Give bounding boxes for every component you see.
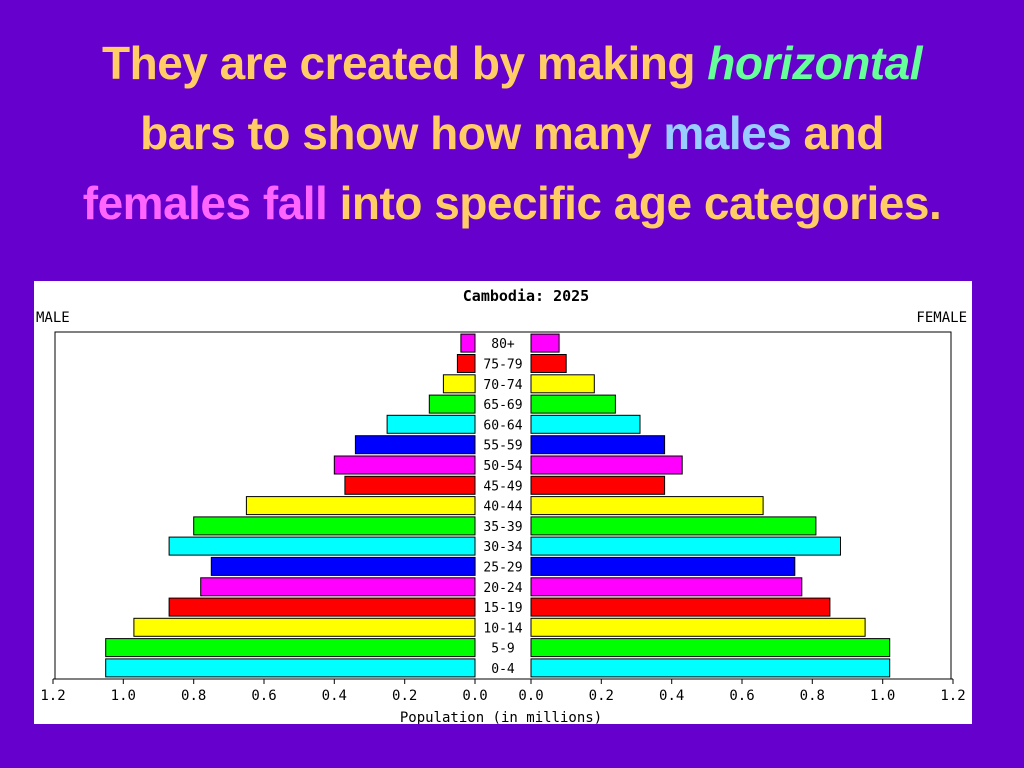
title-text-3: and <box>791 107 885 159</box>
age-label-55-59: 55-59 <box>483 439 522 454</box>
plot-frame <box>54 331 952 680</box>
male-bar-70-74 <box>442 374 476 394</box>
title-text-4: into specific age categories. <box>327 177 942 229</box>
female-bar-80+ <box>530 333 560 353</box>
male-bar-20-24 <box>200 577 476 597</box>
female-bar-65-69 <box>530 394 616 414</box>
pyramid-svg: Cambodia: 2025 MALE FEMALE Population (i… <box>36 287 967 724</box>
female-bar-55-59 <box>530 435 666 455</box>
female-label: FEMALE <box>916 310 967 326</box>
age-label-35-39: 35-39 <box>483 520 522 535</box>
age-label-0-4: 0-4 <box>491 662 515 677</box>
age-label-5-9: 5-9 <box>491 642 514 657</box>
female-bar-25-29 <box>530 556 796 576</box>
chart-title: Cambodia: 2025 <box>463 287 589 305</box>
male-bar-0-4 <box>105 658 476 678</box>
male-bar-40-44 <box>245 496 476 516</box>
male-bar-10-14 <box>133 617 476 637</box>
age-label-10-14: 10-14 <box>483 621 522 636</box>
male-label: MALE <box>36 310 70 326</box>
female-bar-60-64 <box>530 414 641 434</box>
age-label-60-64: 60-64 <box>483 418 522 433</box>
female-bar-50-54 <box>530 455 683 475</box>
age-label-65-69: 65-69 <box>483 398 522 413</box>
female-bar-70-74 <box>530 374 595 394</box>
x-tick-label: 1.2 <box>40 688 65 704</box>
x-tick-label: 0.0 <box>462 688 487 704</box>
male-bar-5-9 <box>105 638 476 658</box>
male-bar-25-29 <box>210 556 476 576</box>
age-label-45-49: 45-49 <box>483 479 522 494</box>
x-tick-label: 0.6 <box>251 688 276 704</box>
male-bar-55-59 <box>354 435 476 455</box>
male-bar-80+ <box>460 333 476 353</box>
age-label-70-74: 70-74 <box>483 378 522 393</box>
x-tick-label: 1.0 <box>870 688 895 704</box>
male-bar-15-19 <box>168 597 476 617</box>
female-bar-30-34 <box>530 536 841 556</box>
male-bar-65-69 <box>428 394 476 414</box>
male-bar-45-49 <box>344 475 476 495</box>
title-word-males: males <box>663 107 792 159</box>
female-bar-15-19 <box>530 597 831 617</box>
age-label-80+: 80+ <box>491 337 515 352</box>
age-label-50-54: 50-54 <box>483 459 522 474</box>
female-bar-5-9 <box>530 638 891 658</box>
slide-title: They are created by making horizontal ba… <box>0 28 1024 238</box>
age-label-30-34: 30-34 <box>483 540 522 555</box>
x-tick-label: 0.8 <box>181 688 206 704</box>
title-text-2: bars to show how many <box>140 107 664 159</box>
x-tick-label: 0.2 <box>392 688 417 704</box>
x-tick-label: 0.0 <box>518 688 543 704</box>
x-tick-label: 0.2 <box>589 688 614 704</box>
population-pyramid-chart: Cambodia: 2025 MALE FEMALE Population (i… <box>34 281 972 724</box>
title-text-1: They are created by making <box>102 37 708 89</box>
x-tick-label: 0.6 <box>729 688 754 704</box>
female-bar-0-4 <box>530 658 891 678</box>
x-tick-label: 1.2 <box>940 688 965 704</box>
x-tick-label: 0.4 <box>322 688 347 704</box>
female-bar-20-24 <box>530 577 803 597</box>
female-bar-10-14 <box>530 617 866 637</box>
male-bar-50-54 <box>333 455 476 475</box>
age-label-15-19: 15-19 <box>483 601 522 616</box>
female-bar-40-44 <box>530 496 764 516</box>
female-bar-35-39 <box>530 516 817 536</box>
male-bar-30-34 <box>168 536 476 556</box>
age-label-25-29: 25-29 <box>483 560 522 575</box>
male-bar-75-79 <box>456 354 476 373</box>
age-label-75-79: 75-79 <box>483 358 522 373</box>
title-word-horizontal: horizontal <box>707 37 922 89</box>
x-axis-label: Population (in millions) <box>400 710 602 724</box>
x-tick-label: 1.0 <box>111 688 136 704</box>
male-bar-35-39 <box>193 516 476 536</box>
female-bar-45-49 <box>530 475 666 495</box>
age-label-40-44: 40-44 <box>483 500 522 515</box>
male-bar-60-64 <box>386 414 476 434</box>
x-tick-label: 0.4 <box>659 688 684 704</box>
age-label-20-24: 20-24 <box>483 581 522 596</box>
female-bar-75-79 <box>530 354 567 373</box>
title-word-females-fall: females fall <box>82 177 328 229</box>
x-tick-label: 0.8 <box>800 688 825 704</box>
